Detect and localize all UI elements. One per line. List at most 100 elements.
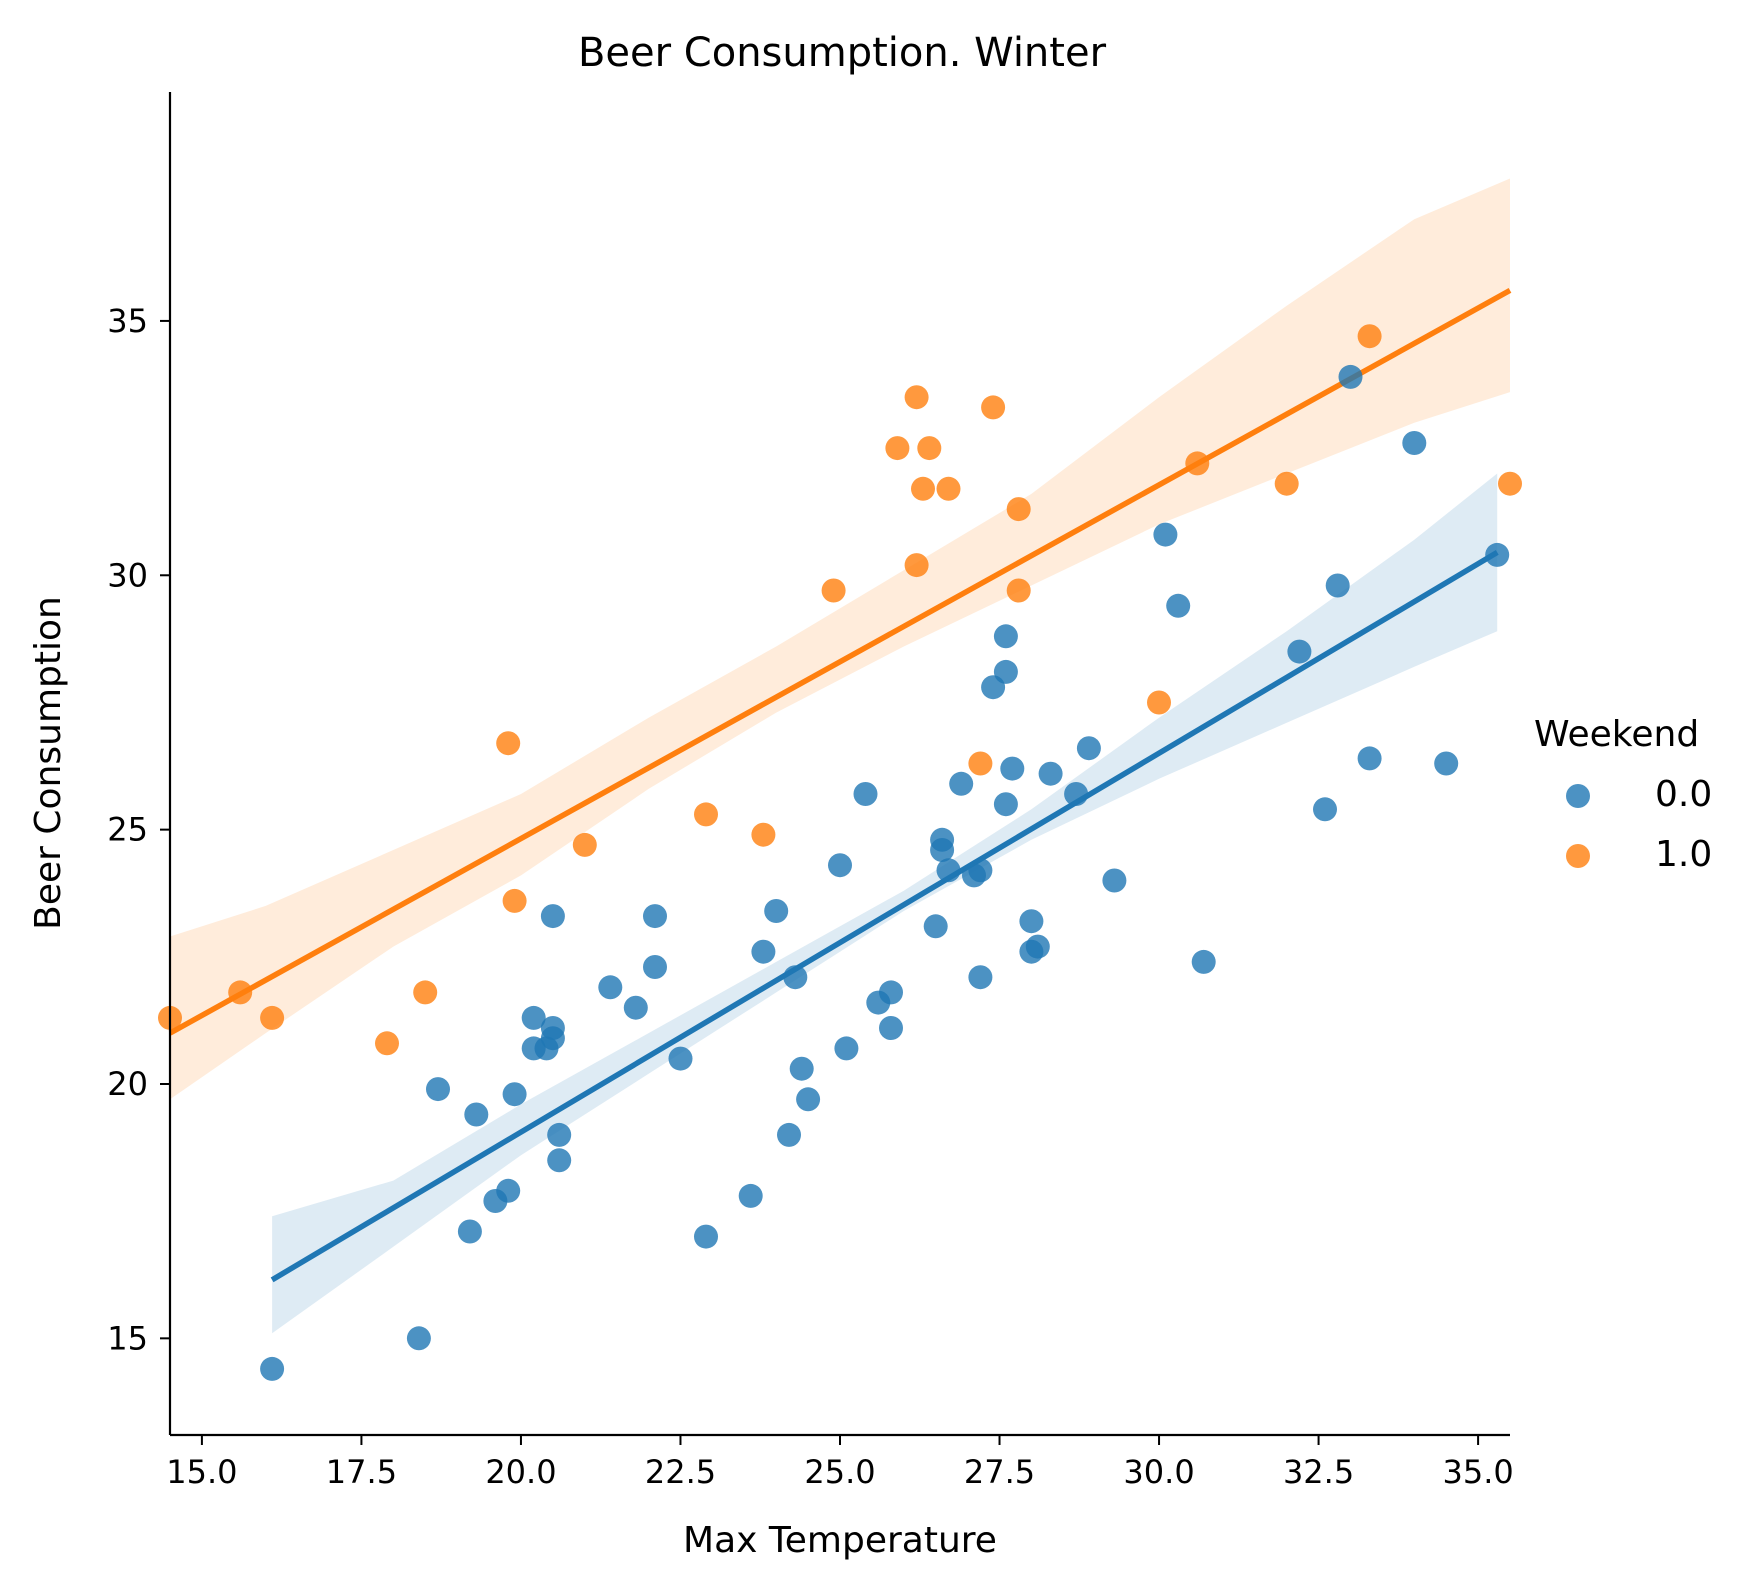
data-point-1: [1357, 324, 1382, 349]
data-point-0: [464, 1102, 489, 1127]
data-point-0: [1287, 639, 1312, 664]
regression-lines: [168, 287, 1512, 1283]
data-point-0: [1166, 593, 1191, 618]
data-point-0: [930, 838, 955, 862]
data-point-1: [904, 385, 929, 410]
data-point-0: [993, 624, 1018, 649]
x-ticks: 15.0 17.5 20.0 22.5 25.0 27.5 30.0 32.5 35.0: [166, 1435, 1514, 1491]
y-tick-label: 30: [107, 556, 148, 594]
scatter-points: [158, 324, 1522, 1381]
legend-title: Weekend: [1534, 714, 1699, 755]
data-point-0: [643, 904, 667, 929]
data-point-1: [904, 553, 929, 578]
x-tick-label: 25.0: [804, 1453, 875, 1491]
data-point-1: [502, 888, 527, 913]
x-tick-label: 20.0: [485, 1453, 556, 1491]
data-point-0: [1402, 431, 1427, 455]
data-point-1: [981, 395, 1006, 420]
y-tick-label: 35: [107, 302, 148, 340]
legend-marker-1: [1566, 844, 1590, 868]
data-point-0: [1102, 868, 1127, 893]
data-point-0: [1000, 756, 1025, 781]
regression-line-1: [168, 287, 1512, 1036]
data-point-0: [694, 1224, 718, 1249]
data-point-0: [496, 1178, 521, 1203]
data-point-0: [1313, 797, 1337, 822]
legend-marker-0: [1566, 784, 1590, 808]
data-point-0: [457, 1219, 482, 1244]
data-point-0: [1076, 736, 1101, 761]
data-point-0: [1325, 573, 1350, 598]
data-point-1: [821, 578, 846, 603]
y-tick-label: 20: [107, 1065, 148, 1103]
confidence-bands: [170, 178, 1510, 1334]
data-point-1: [911, 476, 935, 501]
y-ticks: 15 20 25 30 35: [107, 302, 170, 1357]
data-point-0: [1434, 751, 1459, 776]
legend: Weekend 0.0 1.0: [1534, 714, 1712, 875]
data-point-0: [1019, 909, 1044, 934]
data-point-1: [936, 476, 961, 501]
data-point-0: [828, 853, 852, 878]
x-axis-label: Max Temperature: [683, 1520, 997, 1561]
data-point-0: [853, 782, 878, 806]
x-tick-label: 15.0: [166, 1453, 237, 1491]
data-point-1: [1006, 497, 1031, 522]
data-point-1: [228, 980, 253, 1005]
data-point-0: [598, 975, 623, 1000]
data-point-0: [738, 1183, 763, 1208]
data-point-1: [1147, 690, 1171, 715]
y-tick-label: 15: [107, 1319, 148, 1357]
data-point-1: [1006, 578, 1031, 603]
data-point-0: [668, 1046, 693, 1071]
data-point-0: [521, 1005, 546, 1030]
data-point-0: [1038, 761, 1063, 786]
data-point-0: [764, 899, 789, 923]
data-point-0: [1191, 949, 1216, 974]
confidence-band-1: [170, 178, 1510, 1100]
data-point-0: [834, 1036, 859, 1061]
x-tick-label: 17.5: [326, 1453, 397, 1491]
data-point-1: [694, 802, 718, 827]
data-point-0: [623, 995, 648, 1020]
data-point-0: [406, 1326, 431, 1351]
x-tick-label: 35.0: [1442, 1453, 1513, 1491]
data-point-0: [1338, 364, 1363, 389]
data-point-0: [796, 1087, 821, 1112]
data-point-1: [968, 751, 993, 776]
chart-title: Beer Consumption. Winter: [578, 30, 1107, 76]
y-tick-label: 25: [107, 811, 148, 849]
data-point-0: [936, 858, 961, 883]
x-tick-label: 30.0: [1123, 1453, 1194, 1491]
data-point-0: [968, 858, 993, 883]
data-point-0: [879, 1016, 903, 1040]
data-point-0: [502, 1082, 527, 1107]
data-point-1: [917, 436, 942, 461]
legend-label-0: 0.0: [1655, 774, 1712, 815]
data-point-1: [260, 1005, 285, 1030]
data-point-1: [1185, 451, 1210, 476]
data-point-1: [1498, 471, 1522, 496]
data-point-0: [547, 1122, 572, 1147]
data-point-0: [777, 1122, 801, 1147]
data-point-1: [572, 832, 597, 857]
legend-label-1: 1.0: [1655, 834, 1712, 875]
data-point-0: [993, 659, 1018, 684]
data-point-0: [540, 904, 565, 929]
x-tick-label: 22.5: [645, 1453, 716, 1491]
data-point-1: [413, 980, 438, 1005]
data-point-1: [496, 731, 521, 756]
data-point-0: [923, 914, 948, 939]
data-point-0: [1025, 934, 1050, 959]
data-point-0: [1485, 542, 1510, 567]
y-axis-label: Beer Consumption: [28, 596, 69, 930]
data-point-0: [540, 1016, 565, 1040]
data-point-1: [751, 822, 776, 847]
regression-line-0: [270, 550, 1499, 1283]
data-point-0: [949, 771, 974, 796]
data-point-1: [885, 436, 910, 461]
confidence-band-0: [272, 473, 1498, 1334]
data-point-0: [993, 792, 1018, 817]
